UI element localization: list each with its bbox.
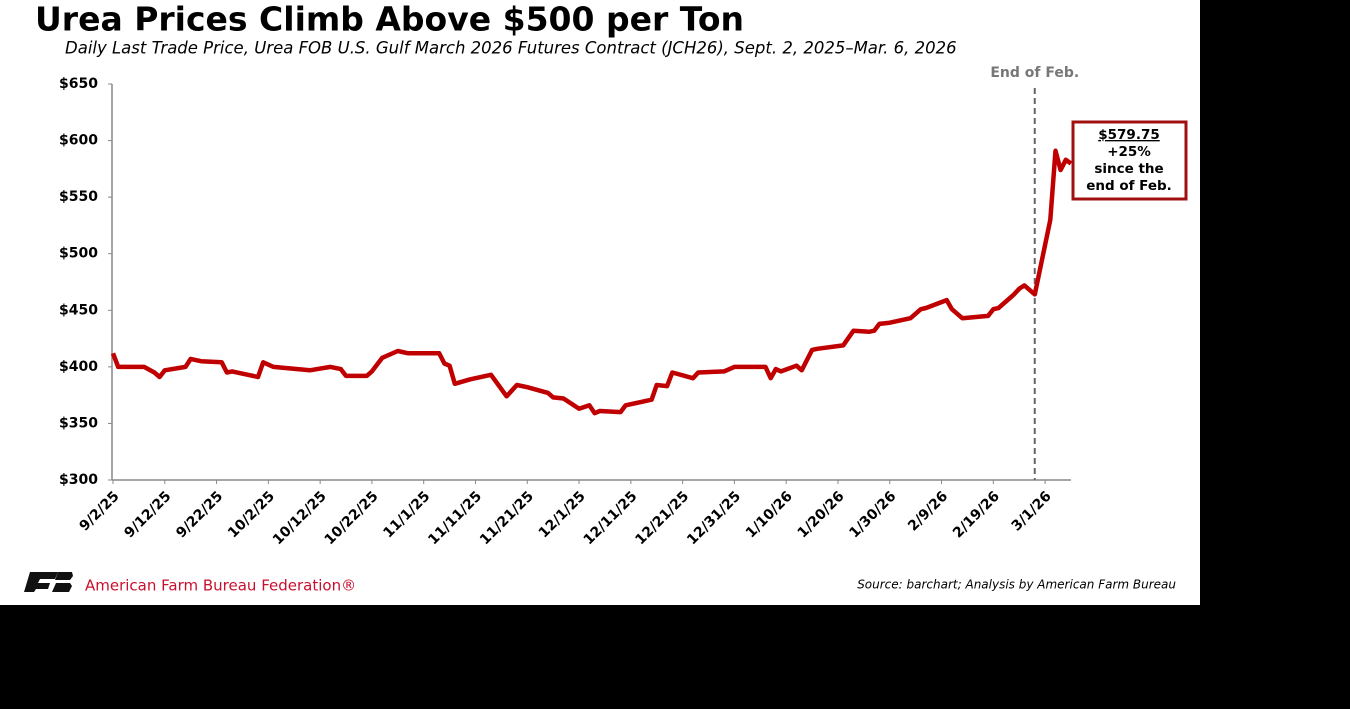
chart-card: Urea Prices Climb Above $500 per Ton Dai…: [0, 0, 1200, 605]
y-tick-label: $650: [59, 76, 98, 92]
x-tick-label: 11/11/25: [425, 488, 485, 548]
x-tick-label: 10/2/25: [225, 488, 278, 541]
x-tick-label: 10/12/25: [270, 488, 330, 548]
y-tick-label: $300: [59, 472, 98, 488]
annotation-text: since the: [1094, 161, 1163, 177]
x-tick-label: 11/21/25: [477, 488, 537, 548]
x-tick-label: 9/12/25: [121, 488, 174, 541]
chart-title: Urea Prices Climb Above $500 per Ton: [35, 0, 744, 39]
x-tick-label: 11/1/25: [380, 488, 433, 541]
y-tick-label: $400: [59, 359, 98, 375]
chart: Urea Prices Climb Above $500 per Ton Dai…: [24, 0, 1188, 595]
y-tick-label: $500: [59, 246, 98, 262]
y-tick-label: $600: [59, 133, 98, 149]
y-tick-label: $550: [59, 189, 98, 205]
x-tick-label: 2/9/26: [905, 488, 951, 534]
annotation-text: +25%: [1107, 144, 1151, 160]
x-tick-label: 12/31/25: [684, 488, 744, 548]
x-tick-label: 9/2/25: [77, 488, 123, 534]
x-tick-label: 1/20/26: [795, 488, 848, 541]
x-tick-label: 12/21/25: [632, 488, 692, 548]
chart-subtitle: Daily Last Trade Price, Urea FOB U.S. Gu…: [65, 39, 957, 58]
y-tick-label: $450: [59, 302, 98, 318]
x-tick-label: 1/10/26: [743, 488, 796, 541]
organization-name: American Farm Bureau Federation®: [85, 577, 356, 595]
x-tick-label: 3/1/26: [1009, 488, 1055, 534]
x-tick-label: 9/22/25: [173, 488, 226, 541]
x-tick-label: 2/19/26: [950, 488, 1003, 541]
source-note: Source: barchart; Analysis by American F…: [857, 578, 1176, 592]
x-tick-label: 1/30/26: [846, 488, 899, 541]
annotation-text: end of Feb.: [1086, 178, 1172, 194]
reference-label: End of Feb.: [990, 65, 1079, 81]
annotation-box: [1071, 120, 1188, 201]
annotation-text: $579.75: [1098, 127, 1160, 143]
y-tick-label: $350: [59, 415, 98, 431]
x-tick-label: 12/11/25: [581, 488, 641, 548]
x-tick-label: 12/1/25: [536, 488, 589, 541]
price-line: [110, 148, 1073, 416]
logo: [24, 572, 73, 592]
x-tick-label: 10/22/25: [322, 488, 382, 548]
